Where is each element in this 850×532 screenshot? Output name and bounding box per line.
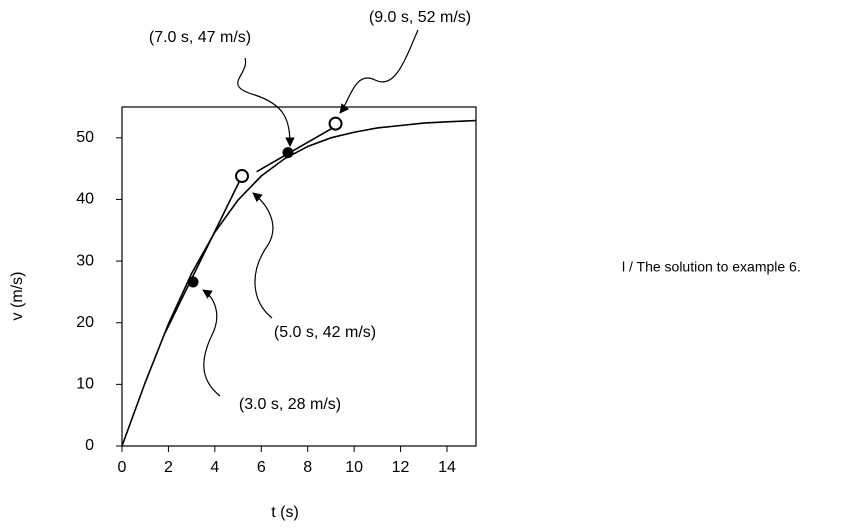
point	[282, 147, 294, 159]
annotation-arrow	[252, 192, 274, 319]
x-tick-label: 12	[392, 459, 410, 476]
annotation: (7.0 s, 47 m/s)	[149, 29, 251, 46]
x-tick-label: 0	[118, 459, 127, 476]
curve	[121, 119, 477, 447]
annotation-arrow	[202, 289, 221, 397]
annotation-arrow	[237, 57, 295, 147]
caption: l / The solution to example 6.	[622, 259, 801, 275]
y-tick-label: 40	[76, 191, 94, 208]
x-axis-label: t (s)	[271, 504, 299, 521]
annotation: (9.0 s, 52 m/s)	[369, 9, 471, 26]
y-axis-label: v (m/s)	[9, 272, 26, 321]
curve	[164, 175, 243, 334]
y-tick-label: 50	[76, 129, 94, 146]
y-tick-label: 30	[76, 252, 94, 269]
point	[187, 276, 199, 288]
x-tick-label: 14	[438, 459, 456, 476]
annotation: (3.0 s, 28 m/s)	[239, 396, 341, 413]
curve	[256, 122, 341, 173]
open-point	[328, 116, 343, 131]
x-tick-label: 6	[257, 459, 266, 476]
x-tick-label: 2	[164, 459, 173, 476]
open-point	[235, 169, 250, 184]
annotation-arrow	[339, 29, 419, 114]
y-tick-label: 20	[76, 314, 94, 331]
x-tick-label: 4	[210, 459, 219, 476]
annotation: (5.0 s, 42 m/s)	[274, 324, 376, 341]
x-tick-label: 8	[303, 459, 312, 476]
x-tick-label: 10	[345, 459, 363, 476]
y-tick-label: 0	[85, 437, 94, 454]
plot-frame	[121, 106, 477, 447]
y-tick-label: 10	[76, 376, 94, 393]
